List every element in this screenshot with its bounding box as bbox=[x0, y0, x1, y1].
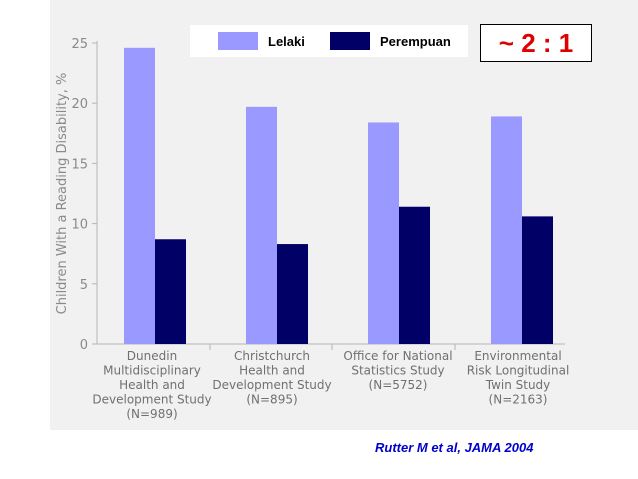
legend-item-male: Lelaki bbox=[218, 32, 305, 50]
legend-label-male: Lelaki bbox=[268, 33, 305, 49]
legend-label-female: Perempuan bbox=[380, 33, 451, 49]
bar-male-2 bbox=[246, 106, 277, 344]
bar-male-1 bbox=[124, 47, 155, 344]
bar-female-1 bbox=[155, 239, 186, 344]
x-category-label: Health and bbox=[239, 364, 305, 378]
legend-swatch-female bbox=[330, 32, 370, 50]
bar-female-3 bbox=[399, 206, 430, 344]
bar-female-4 bbox=[522, 216, 553, 344]
x-category-label: Office for National bbox=[343, 349, 452, 363]
x-category-label: Christchurch bbox=[234, 349, 310, 363]
ratio-annotation: ~ 2 : 1 bbox=[480, 24, 592, 62]
x-category-label: (N=989) bbox=[126, 407, 177, 421]
bar-female-2 bbox=[277, 244, 308, 344]
y-tick-label: 25 bbox=[71, 37, 88, 52]
x-category-label: Health and bbox=[119, 378, 185, 392]
x-category-label: Twin Study bbox=[485, 378, 551, 392]
x-category-label: (N=895) bbox=[246, 393, 297, 407]
y-tick-label: 15 bbox=[71, 157, 88, 172]
x-category-label: Risk Longitudinal bbox=[467, 364, 570, 378]
y-tick-label: 20 bbox=[71, 97, 88, 112]
x-category-label: Environmental bbox=[474, 349, 561, 363]
x-category-label: Development Study bbox=[92, 393, 211, 407]
bar-male-3 bbox=[368, 122, 399, 345]
x-category-label: Development Study bbox=[212, 378, 331, 392]
x-category-label: Statistics Study bbox=[351, 364, 444, 378]
bar-male-4 bbox=[491, 116, 522, 344]
x-category-label: (N=5752) bbox=[369, 378, 428, 392]
legend-swatch-male bbox=[218, 32, 258, 50]
citation: Rutter M et al, JAMA 2004 bbox=[375, 440, 534, 455]
y-tick-label: 10 bbox=[71, 218, 88, 233]
x-category-label: Multidisciplinary bbox=[103, 364, 201, 378]
y-axis-title: Children With a Reading Disability, % bbox=[55, 73, 70, 315]
y-tick-label: 5 bbox=[80, 278, 88, 293]
legend: Lelaki Perempuan bbox=[190, 25, 468, 57]
x-category-label: Dunedin bbox=[127, 349, 177, 363]
y-tick-label: 0 bbox=[80, 338, 88, 353]
x-category-label: (N=2163) bbox=[489, 393, 548, 407]
legend-item-female: Perempuan bbox=[330, 32, 451, 50]
